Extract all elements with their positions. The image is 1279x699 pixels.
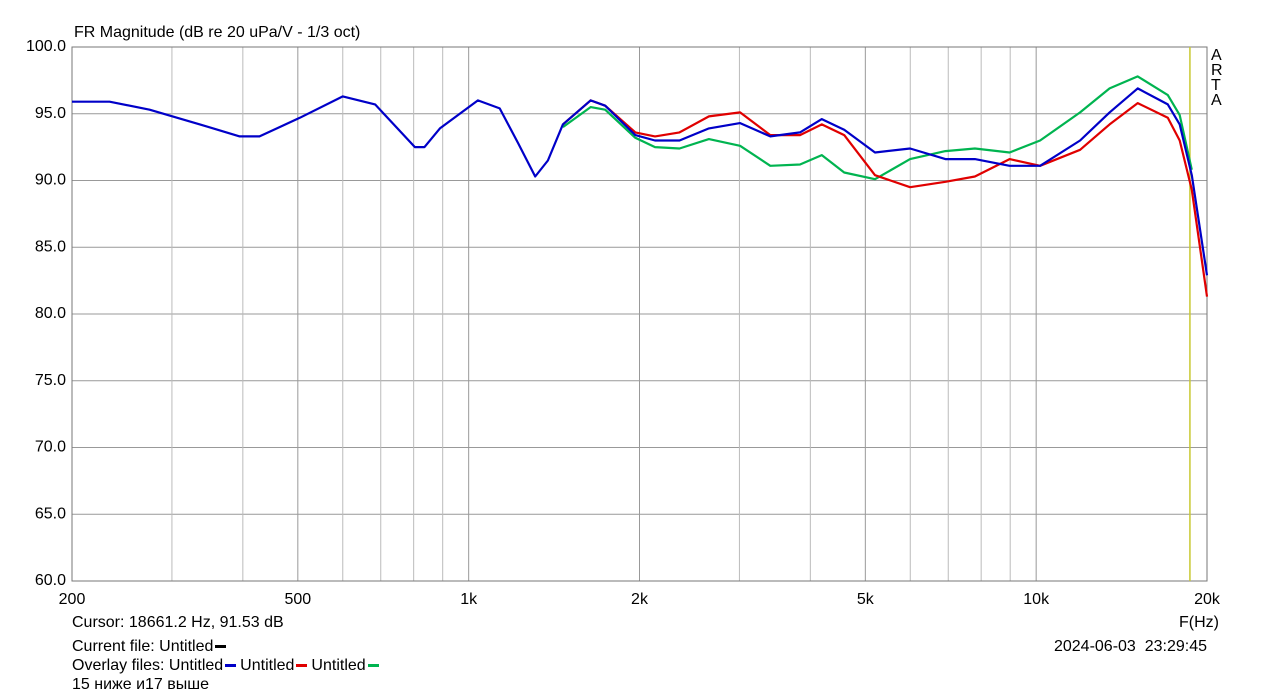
timestamp: 2024-06-03 23:29:45	[1053, 638, 1207, 655]
y-tick-label: 100.0	[26, 38, 66, 55]
plot-frame	[71, 46, 1208, 582]
legend-title: Overlay files:	[72, 657, 165, 674]
y-tick-label: 90.0	[35, 172, 66, 189]
chart-title: FR Magnitude (dB re 20 uPa/V - 1/3 oct)	[74, 24, 360, 41]
legend-label: Untitled	[240, 657, 295, 674]
series-line	[72, 87, 1209, 276]
legend-swatch	[296, 664, 308, 668]
x-tick-label: 20k	[1194, 591, 1221, 608]
x-tick-label: 10k	[1023, 591, 1050, 608]
current-file-label: Current file: Untitled	[72, 638, 214, 655]
brand: ARTA	[1211, 47, 1223, 109]
series-line	[562, 75, 1193, 181]
y-tick-label: 75.0	[35, 372, 66, 389]
legend-swatch	[215, 645, 227, 649]
y-tick-label: 80.0	[35, 305, 66, 322]
legend-label: Untitled	[311, 657, 366, 674]
x-tick-label: 500	[284, 591, 311, 608]
series-line	[562, 99, 1209, 297]
note: 15 ниже и17 выше	[72, 676, 209, 693]
legend-swatch	[225, 664, 237, 668]
legend-swatch	[367, 664, 379, 668]
x-tick-label: 5k	[857, 591, 875, 608]
cursor-readout: Cursor: 18661.2 Hz, 91.53 dB	[72, 614, 284, 631]
y-tick-label: 85.0	[35, 238, 66, 255]
x-tick-label: 200	[59, 591, 86, 608]
y-tick-label: 60.0	[35, 572, 66, 589]
legend-label: Untitled	[168, 657, 224, 674]
x-tick-label: 1k	[460, 591, 478, 608]
x-axis-label: F(Hz)	[1179, 614, 1219, 631]
y-tick-label: 65.0	[35, 505, 66, 522]
current-file: Current file: Untitled	[72, 638, 230, 656]
x-tick-label: 2k	[631, 591, 649, 608]
y-tick-label: 70.0	[35, 439, 66, 456]
legend: Overlay files: Untitled Untitled Untitled	[72, 657, 383, 675]
y-tick-label: 95.0	[35, 105, 66, 122]
